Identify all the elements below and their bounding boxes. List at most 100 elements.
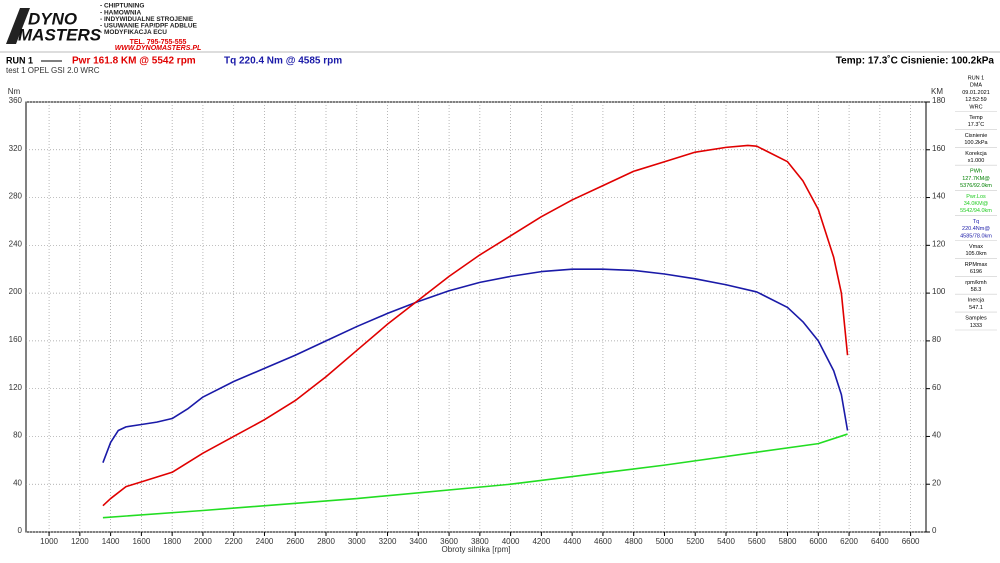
subtitle: test 1 OPEL GSI 2.0 WRC [6,66,100,75]
service-item: - HAMOWNIA [100,9,141,16]
website: WWW.DYNOMASTERS.PL [115,45,202,52]
y2-tick-label: 40 [932,431,941,440]
x-tick-label: 6200 [840,537,858,546]
y2-tick-label: 160 [932,144,946,153]
panel-text: 220.4Nm@ [962,226,990,232]
x-tick-label: 5600 [748,537,766,546]
y2-tick-label: 120 [932,239,946,248]
annotation-power: Pwr 161.8 KM @ 5542 rpm [72,56,196,67]
x-tick-label: 4600 [594,537,612,546]
panel-text: 12:52:59 [965,97,986,103]
y-tick-label: 80 [13,431,22,440]
panel-text: Inercja [968,298,985,304]
x-tick-label: 5000 [656,537,674,546]
panel-text: Vmax [969,244,983,250]
annotation-torque: Tq 220.4 Nm @ 4585 rpm [224,56,342,67]
y-tick-label: 120 [9,383,23,392]
y-tick-label: 360 [9,96,23,105]
panel-text: RPMmax [965,262,988,268]
y2-tick-label: 0 [932,526,937,535]
y-tick-label: 40 [13,478,22,487]
x-tick-label: 6400 [871,537,889,546]
x-tick-label: 3400 [409,537,427,546]
x-tick-label: 1400 [102,537,120,546]
x-axis-label: Obroty silnika [rpm] [442,545,511,554]
x-tick-label: 4400 [563,537,581,546]
x-tick-label: 2600 [286,537,304,546]
x-tick-label: 1200 [71,537,89,546]
x-tick-label: 2200 [225,537,243,546]
panel-text: 5542/94.0km [960,208,992,214]
x-tick-label: 3200 [379,537,397,546]
logo-shape [6,8,30,44]
panel-text: 105.0km [965,251,987,257]
y2-tick-label: 80 [932,335,941,344]
panel-text: Temp [969,115,982,121]
panel-text: 09.01.2021 [962,90,990,96]
x-tick-label: 1800 [163,537,181,546]
x-tick-label: 1600 [132,537,150,546]
x-tick-label: 6600 [902,537,920,546]
x-tick-label: 2400 [256,537,274,546]
y-tick-label: 280 [9,192,23,201]
panel-text: Pwr.Los [966,194,986,200]
panel-text: Cisnienie [965,133,988,139]
panel-text: 127.7KM@ [962,176,990,182]
logo: DYNO MASTERS [6,8,102,44]
x-tick-label: 3600 [440,537,458,546]
x-tick-label: 5400 [717,537,735,546]
y-axis-label: Nm [8,87,21,96]
x-tick-label: 1000 [40,537,58,546]
y2-tick-label: 100 [932,287,946,296]
y-tick-label: 0 [18,526,23,535]
service-item: - INDYWIDUALNE STROJENIE [100,16,194,23]
series-line [102,144,849,507]
panel-text: x1.000 [968,158,985,164]
panel-text: 4585/78.0km [960,233,992,239]
x-tick-label: 5800 [779,537,797,546]
service-item: - USUWANIE FAP/DPF ADBLUE [100,23,198,30]
panel-text: Tq [973,219,979,225]
panel-text: 34.0KM@ [964,201,989,207]
series-line [102,268,849,464]
x-tick-label: 4000 [502,537,520,546]
annotation-conditions: Temp: 17.3˚C Cisnienie: 100.2kPa [836,55,995,67]
y2-axis-label: KM [931,87,943,96]
y-tick-label: 240 [9,239,23,248]
panel-text: PWh [970,169,982,175]
x-tick-label: 2000 [194,537,212,546]
panel-text: 58.3 [971,287,982,293]
x-tick-label: 3000 [348,537,366,546]
logo-text: DYNO [28,9,77,28]
x-tick-label: 5200 [686,537,704,546]
x-tick-label: 6000 [809,537,827,546]
panel-text: RUN 1 [968,75,985,81]
y2-tick-label: 60 [932,383,941,392]
y2-tick-label: 140 [932,192,946,201]
panel-text: 17.3˚C [968,121,985,128]
service-item: - CHIPTUNING [100,3,144,10]
panel-text: WRC [969,104,982,110]
y2-tick-label: 180 [932,96,946,105]
panel-text: 1333 [970,323,982,329]
run-label: RUN 1 [6,55,33,65]
x-tick-label: 4800 [625,537,643,546]
panel-text: DMA [970,83,983,89]
panel-text: Samples [965,316,987,322]
x-tick-label: 3800 [471,537,489,546]
panel-text: 5376/92.0km [960,183,992,189]
y2-tick-label: 20 [932,478,941,487]
service-item: - MODYFIKACJA ECU [100,29,167,36]
y-tick-label: 160 [9,335,23,344]
phone: TEL. 795-755-555 [130,39,187,46]
panel-text: 6196 [970,269,982,275]
series-line [102,433,848,519]
x-tick-label: 4200 [532,537,550,546]
y-tick-label: 320 [9,144,23,153]
panel-text: 547.1 [969,305,983,311]
logo-text: MASTERS [18,25,102,44]
panel-text: Korekcja [965,151,987,157]
